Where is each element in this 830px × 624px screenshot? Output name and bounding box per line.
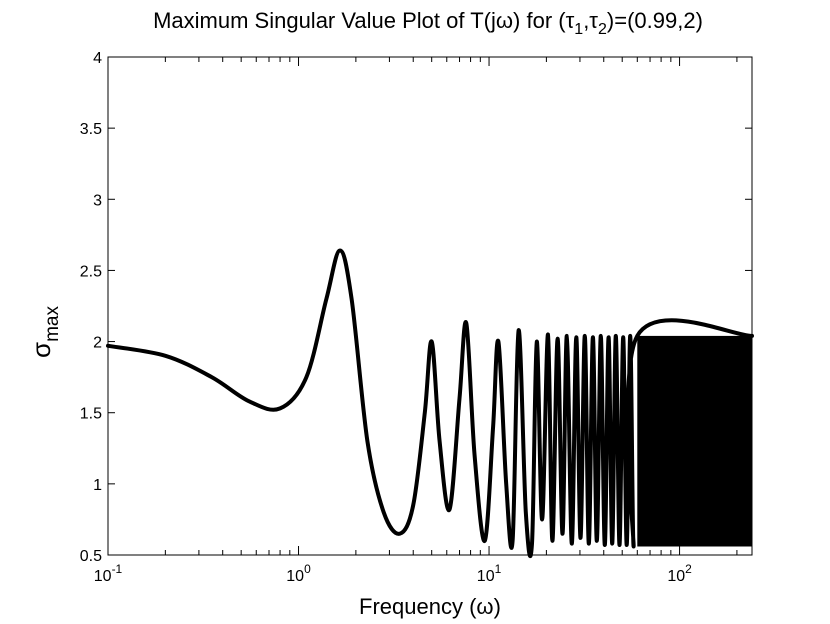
series-line-0 — [106, 248, 754, 559]
y-tick-label: 1.5 — [80, 406, 102, 423]
y-tick-label: 2.5 — [80, 263, 102, 280]
axes-layer — [107, 56, 753, 556]
x-tick-label: 100 — [286, 562, 311, 585]
y-tick-label: 0.5 — [80, 548, 102, 565]
x-tick-label: 102 — [667, 562, 692, 585]
y-axis-label-sub: max — [42, 306, 63, 342]
chart-title-sub1: 1 — [574, 21, 583, 38]
x-tick-label: 10-1 — [94, 562, 123, 585]
series-layer — [106, 248, 754, 559]
chart-title-sub2: 2 — [598, 21, 607, 38]
x-axis-label: Frequency (ω) — [359, 594, 501, 619]
y-tick-label: 1 — [93, 477, 102, 494]
chart-title-end: )=(0.99,2) — [607, 8, 703, 33]
chart-title-main: Maximum Singular Value Plot of T(jω) for… — [153, 8, 574, 33]
y-tick-labels: 0.5 1 1.5 2 2.5 3 3.5 4 — [80, 50, 102, 565]
dense-oscillation-band — [637, 335, 752, 547]
y-tick-label: 4 — [93, 50, 102, 67]
y-tick-label: 3 — [93, 192, 102, 209]
y-tick-label: 2 — [93, 335, 102, 352]
x-tick-label: 101 — [477, 562, 502, 585]
chart-title-mid: ,τ — [583, 8, 598, 33]
plot-frame — [107, 56, 753, 556]
x-tick-labels: 10-1 100 101 102 — [94, 562, 692, 585]
y-tick-label: 3.5 — [80, 121, 102, 138]
chart-title: Maximum Singular Value Plot of T(jω) for… — [153, 8, 703, 38]
y-axis-label-base: σ — [26, 342, 56, 358]
y-axis-label: σmax — [26, 306, 63, 358]
